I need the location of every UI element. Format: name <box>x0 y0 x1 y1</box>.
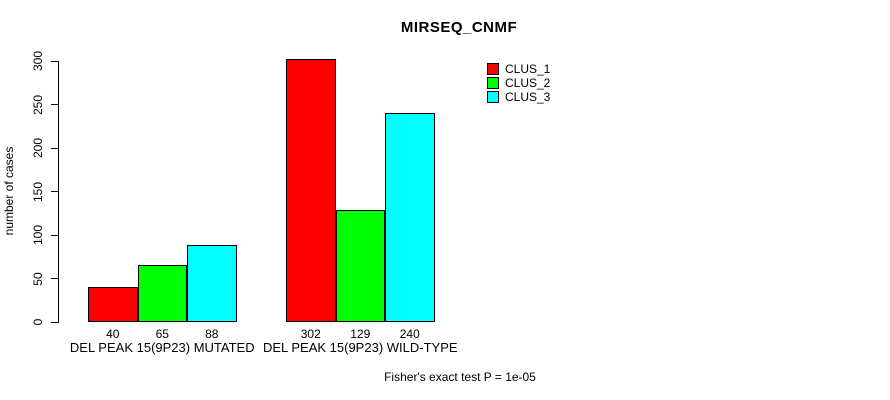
y-axis-tick <box>51 191 58 192</box>
bar-value-label: 65 <box>155 327 169 341</box>
bar-clus_3-group2 <box>385 113 435 322</box>
y-axis-tick-label: 300 <box>31 50 45 72</box>
bar-value-label: 302 <box>300 327 321 341</box>
category-label: DEL PEAK 15(9P23) MUTATED <box>69 340 255 355</box>
bar-value-label: 40 <box>106 327 120 341</box>
y-axis-tick <box>51 278 58 279</box>
chart-title: MIRSEQ_CNMF <box>400 19 518 36</box>
bar-clus_1-group1 <box>88 287 138 322</box>
legend-label: CLUS_1 <box>505 62 551 76</box>
bar-value-label: 129 <box>350 327 371 341</box>
legend-label: CLUS_2 <box>505 76 551 90</box>
legend-swatch-icon <box>487 63 499 75</box>
y-axis-tick <box>51 60 58 62</box>
bar-clus_2-group2 <box>335 209 385 322</box>
legend-swatch-icon <box>487 91 499 103</box>
legend-label: CLUS_3 <box>505 90 551 104</box>
legend-entry-clus_3: CLUS_3 <box>487 90 550 104</box>
y-axis-tick <box>51 234 58 236</box>
bar-clus_3-group1 <box>187 245 237 322</box>
legend: CLUS_1 CLUS_2 CLUS_3 <box>487 62 550 104</box>
category-label: DEL PEAK 15(9P23) WILD-TYPE <box>262 340 458 355</box>
legend-swatch-icon <box>487 77 499 89</box>
y-axis-label: number of cases <box>2 146 16 236</box>
bar-clus_2-group1 <box>137 265 187 322</box>
y-axis-tick <box>51 321 58 323</box>
legend-entry-clus_1: CLUS_1 <box>487 62 550 76</box>
y-axis-tick <box>51 147 58 149</box>
y-axis-line <box>58 61 59 323</box>
y-axis-tick <box>51 104 58 105</box>
legend-entry-clus_2: CLUS_2 <box>487 76 550 90</box>
bar-clus_1-group2 <box>286 59 336 322</box>
annotation-text: Fisher's exact test P = 1e-05 <box>384 370 536 384</box>
bar-value-label: 88 <box>205 327 219 341</box>
bar-value-label: 240 <box>399 327 420 341</box>
